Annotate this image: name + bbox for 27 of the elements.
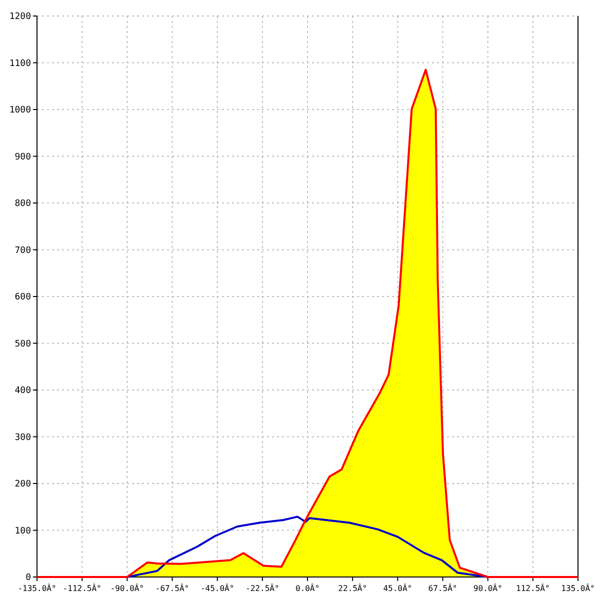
x-tick-label: 90.0Â° (473, 583, 502, 593)
line-series (126, 516, 489, 578)
x-tick-label: 45.0Â° (383, 583, 412, 593)
y-tick-label: 1000 (9, 106, 31, 116)
x-tick-label: 135.0Â° (561, 583, 595, 593)
y-tick-label: 1100 (9, 58, 31, 69)
x-tick-label: -90.0Â° (110, 583, 144, 593)
y-tick-label: 1200 (9, 12, 31, 22)
y-tick-label: 400 (14, 386, 31, 396)
y-tick-label: 600 (14, 292, 31, 303)
y-tick-label: 700 (14, 246, 31, 256)
y-tick-label: 100 (14, 526, 31, 536)
y-tick-label: 500 (14, 339, 31, 350)
y-tick-label: 300 (14, 432, 31, 443)
y-tick-label: 800 (14, 199, 31, 210)
x-tick-label: 67.5Â° (428, 583, 458, 593)
y-tick-label: 0 (26, 573, 31, 584)
y-tick-label: 200 (14, 480, 31, 490)
x-tick-label: -67.5Â° (155, 583, 190, 593)
x-tick-label: -45.0Â° (200, 583, 234, 593)
x-tick-label: -135.0Â° (18, 583, 56, 593)
x-tick-label: 0.0Â° (295, 583, 320, 593)
x-tick-label: -112.5Â° (62, 583, 102, 593)
x-tick-label: 112.5Â° (516, 583, 550, 593)
x-tick-label: 22.5Â° (338, 583, 368, 593)
y-tick-label: 900 (14, 152, 31, 162)
x-tick-label: -22.5Â° (246, 583, 280, 593)
